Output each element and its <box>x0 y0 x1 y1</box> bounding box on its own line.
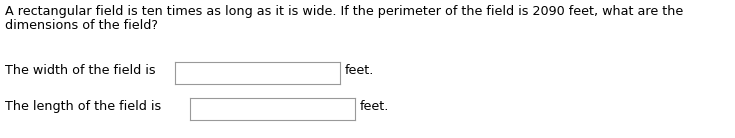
Text: dimensions of the field?: dimensions of the field? <box>5 19 158 32</box>
Text: A rectangular field is ten times as long as it is wide. If the perimeter of the : A rectangular field is ten times as long… <box>5 5 684 18</box>
Text: feet.: feet. <box>345 64 374 77</box>
Text: The width of the field is: The width of the field is <box>5 64 156 77</box>
Text: The length of the field is: The length of the field is <box>5 100 161 113</box>
Text: feet.: feet. <box>360 100 390 113</box>
